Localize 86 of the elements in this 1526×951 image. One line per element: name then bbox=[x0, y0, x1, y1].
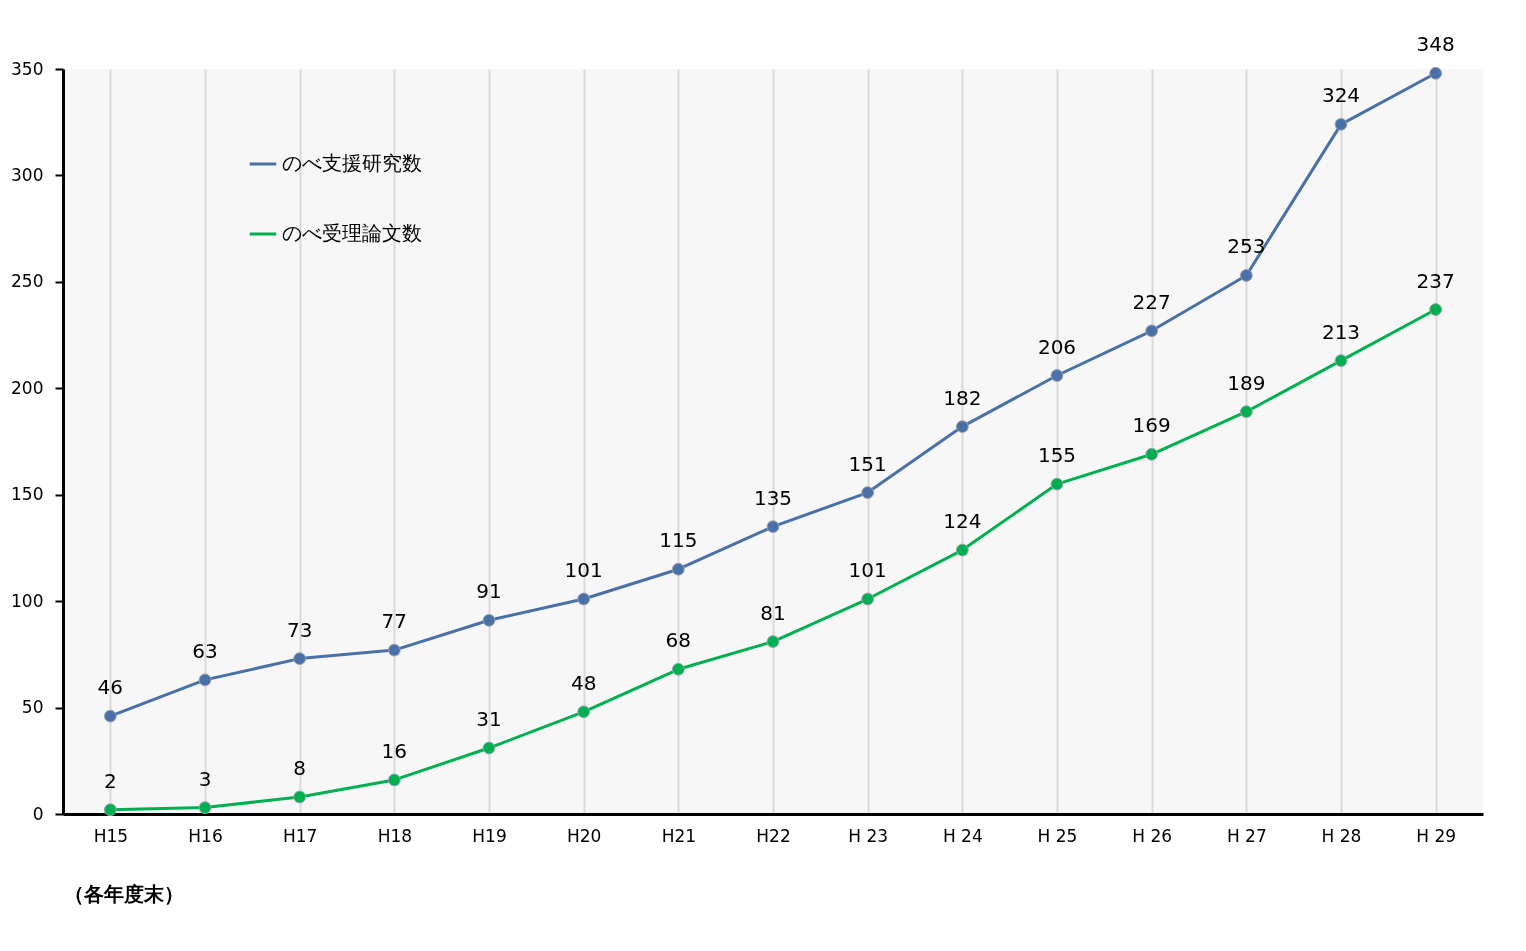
data-label: 46 bbox=[97, 675, 124, 700]
data-label: 206 bbox=[1037, 334, 1077, 359]
point bbox=[577, 592, 591, 606]
point bbox=[293, 652, 307, 666]
data-label: 182 bbox=[943, 385, 982, 410]
point bbox=[671, 662, 685, 676]
y-tick-label: 0 bbox=[32, 803, 44, 824]
data-label: 8 bbox=[293, 755, 307, 780]
x-tick-label: H20 bbox=[566, 825, 602, 846]
point bbox=[861, 486, 875, 499]
y-tick-label: 200 bbox=[11, 377, 44, 398]
data-label: 189 bbox=[1227, 370, 1266, 395]
point bbox=[482, 613, 496, 627]
point bbox=[671, 562, 685, 576]
point bbox=[955, 543, 969, 557]
data-label: 237 bbox=[1416, 268, 1455, 293]
data-label: 324 bbox=[1321, 83, 1361, 108]
point bbox=[955, 420, 969, 433]
legend-label: のべ支援研究数 bbox=[282, 151, 422, 175]
y-tick-label: 250 bbox=[11, 271, 44, 292]
y-tick-label: 50 bbox=[21, 697, 44, 718]
point bbox=[1429, 66, 1443, 80]
point bbox=[1334, 354, 1348, 368]
point bbox=[1239, 269, 1253, 282]
x-tick-label: H 28 bbox=[1321, 825, 1362, 846]
point bbox=[1145, 447, 1159, 461]
point bbox=[103, 803, 117, 817]
data-label: 253 bbox=[1227, 234, 1266, 259]
x-axis-title: （各年度末） bbox=[63, 881, 184, 906]
point bbox=[1429, 303, 1443, 316]
y-tick-label: 300 bbox=[11, 164, 44, 185]
y-tick-label: 150 bbox=[11, 484, 44, 505]
x-tick-label: H 23 bbox=[848, 825, 889, 846]
point bbox=[1239, 405, 1253, 419]
x-tick-label: H16 bbox=[188, 825, 223, 846]
data-label: 115 bbox=[659, 528, 698, 553]
point bbox=[766, 635, 780, 648]
data-label: 91 bbox=[476, 579, 502, 604]
data-label: 101 bbox=[848, 558, 887, 583]
point bbox=[387, 643, 401, 657]
data-label: 81 bbox=[760, 600, 786, 625]
data-label: 151 bbox=[848, 451, 887, 476]
data-label: 124 bbox=[943, 509, 982, 534]
point bbox=[1050, 477, 1064, 491]
data-label: 135 bbox=[753, 485, 793, 510]
data-label: 155 bbox=[1037, 443, 1077, 468]
data-label: 73 bbox=[286, 617, 313, 642]
x-tick-label: H 26 bbox=[1132, 825, 1173, 846]
data-label: 63 bbox=[192, 638, 218, 663]
legend-label: のべ受理論文数 bbox=[282, 221, 422, 245]
point bbox=[482, 741, 496, 755]
point bbox=[577, 705, 591, 719]
point bbox=[198, 801, 212, 815]
x-tick-label: H15 bbox=[93, 825, 129, 846]
x-tick-label: H21 bbox=[661, 825, 697, 846]
data-label: 3 bbox=[198, 766, 212, 791]
data-label: 16 bbox=[381, 738, 408, 763]
point bbox=[293, 790, 307, 804]
data-label: 227 bbox=[1132, 289, 1171, 314]
point bbox=[1145, 324, 1159, 338]
data-label: 101 bbox=[564, 558, 603, 583]
data-label: 31 bbox=[476, 707, 502, 732]
x-tick-label: H 29 bbox=[1416, 825, 1457, 846]
y-tick-label: 350 bbox=[11, 58, 44, 79]
x-tick-label: H 24 bbox=[942, 825, 983, 846]
data-label: 68 bbox=[665, 628, 692, 653]
point bbox=[198, 673, 212, 687]
y-tick-label: 100 bbox=[11, 590, 44, 611]
x-tick-label: H22 bbox=[756, 825, 791, 846]
x-tick-label: H19 bbox=[472, 825, 507, 846]
data-label: 77 bbox=[381, 609, 408, 634]
data-label: 348 bbox=[1416, 32, 1455, 57]
data-label: 213 bbox=[1321, 319, 1361, 344]
point bbox=[387, 773, 401, 787]
point bbox=[861, 592, 875, 606]
data-label: 48 bbox=[570, 670, 597, 695]
x-tick-label: H18 bbox=[377, 825, 413, 846]
x-tick-label: H17 bbox=[282, 825, 318, 846]
point bbox=[1334, 117, 1348, 131]
point bbox=[1050, 369, 1064, 382]
data-label: 2 bbox=[103, 768, 117, 793]
point bbox=[103, 709, 117, 723]
x-tick-label: H 25 bbox=[1037, 825, 1078, 846]
point bbox=[766, 520, 780, 534]
data-label: 169 bbox=[1132, 413, 1171, 438]
x-tick-label: H 27 bbox=[1226, 825, 1267, 846]
